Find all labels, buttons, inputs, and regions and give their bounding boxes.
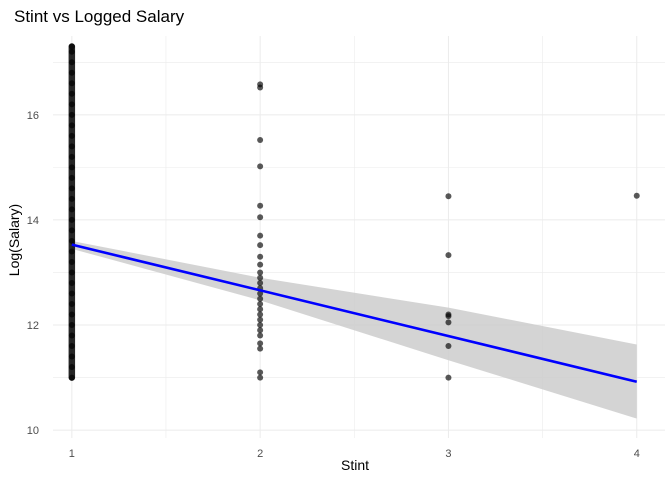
data-point <box>68 374 75 381</box>
data-point <box>68 206 75 213</box>
y-tick-label: 16 <box>27 110 39 122</box>
trend-line-group <box>71 243 638 384</box>
data-point <box>68 132 75 139</box>
data-point <box>257 242 264 249</box>
data-point <box>257 369 264 376</box>
data-point <box>257 163 264 170</box>
y-axis-label: Log(Salary) <box>6 204 22 276</box>
data-point <box>68 195 75 202</box>
data-point <box>257 322 264 329</box>
x-tick-label: 4 <box>634 448 640 460</box>
data-point <box>257 261 264 268</box>
data-point <box>257 301 264 307</box>
data-point <box>68 153 75 160</box>
x-tick-label: 1 <box>69 448 75 460</box>
data-point <box>68 364 75 371</box>
data-point <box>257 274 264 281</box>
x-tick-label: 2 <box>257 448 263 460</box>
data-point <box>68 237 75 244</box>
data-point <box>68 353 75 360</box>
data-point <box>257 202 264 209</box>
data-point <box>68 269 75 276</box>
data-point <box>68 343 75 350</box>
data-point <box>445 343 452 350</box>
data-point <box>68 69 75 76</box>
data-point <box>445 193 452 200</box>
data-point <box>257 345 264 352</box>
x-axis-label: Stint <box>341 457 369 473</box>
data-point <box>68 164 75 171</box>
data-points <box>68 43 640 381</box>
data-point <box>68 43 75 50</box>
data-point <box>68 143 75 150</box>
data-point <box>68 311 75 318</box>
y-tick-label: 12 <box>27 320 39 332</box>
data-point <box>257 340 264 347</box>
data-point <box>68 48 75 55</box>
data-point <box>68 185 75 192</box>
data-point <box>257 332 264 339</box>
data-point <box>257 253 264 260</box>
data-point <box>68 90 75 97</box>
data-point <box>68 279 75 286</box>
data-point <box>445 252 452 259</box>
data-point <box>68 332 75 339</box>
data-point <box>257 269 264 276</box>
y-tick-label: 14 <box>27 215 39 227</box>
data-point <box>257 374 264 381</box>
data-point <box>633 192 640 199</box>
data-point <box>68 301 75 307</box>
data-point <box>68 258 75 265</box>
data-point <box>445 313 452 320</box>
data-point <box>257 295 264 302</box>
data-point <box>68 227 75 234</box>
data-point <box>445 374 452 381</box>
data-point <box>68 59 75 66</box>
data-point <box>257 327 264 334</box>
data-point <box>68 290 75 297</box>
data-point <box>68 216 75 223</box>
data-point <box>68 80 75 87</box>
data-point <box>445 319 452 326</box>
data-point <box>68 101 75 108</box>
trend-line <box>71 243 638 384</box>
chart-title: Stint vs Logged Salary <box>14 7 185 26</box>
data-point <box>257 214 264 221</box>
data-point <box>257 279 264 286</box>
data-point <box>68 174 75 181</box>
data-point <box>257 137 264 144</box>
data-point <box>68 248 75 255</box>
data-point <box>68 111 75 118</box>
data-point <box>257 232 264 239</box>
data-point <box>257 84 264 91</box>
data-point <box>68 122 75 129</box>
confidence-band-area <box>71 240 637 419</box>
data-point <box>257 316 264 323</box>
data-point <box>257 306 264 313</box>
data-point <box>68 322 75 329</box>
y-tick-label: 10 <box>27 425 39 437</box>
x-tick-label: 3 <box>445 448 451 460</box>
confidence-band <box>71 240 637 419</box>
data-point <box>257 311 264 318</box>
